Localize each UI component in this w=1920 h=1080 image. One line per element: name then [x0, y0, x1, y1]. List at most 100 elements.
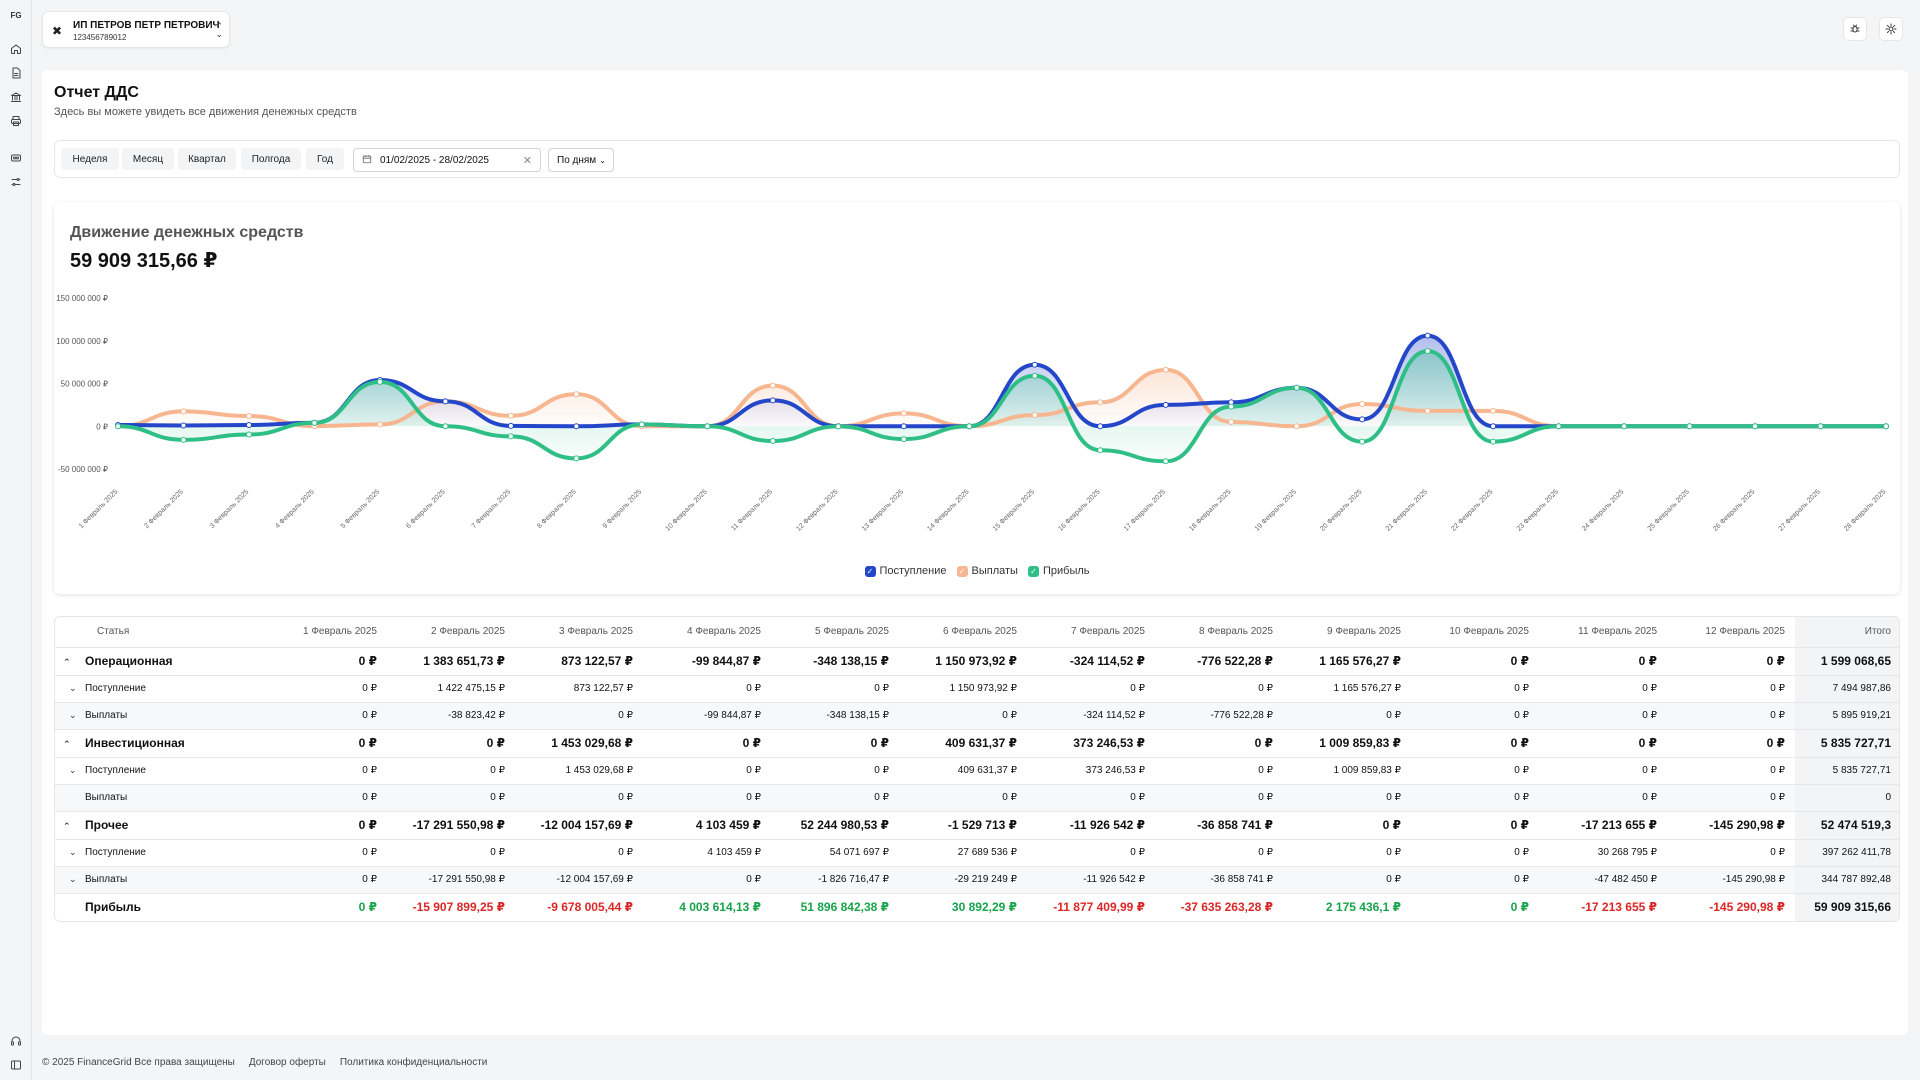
headset-icon[interactable] [9, 1034, 23, 1048]
data-point[interactable] [1293, 423, 1300, 430]
data-point[interactable] [1097, 399, 1104, 406]
table-group-row[interactable]: ⌃ Прочее 0 ₽ -17 291 550,98 ₽ -12 004 157,69… [55, 811, 1899, 840]
data-point[interactable] [245, 431, 252, 438]
home-icon[interactable] [9, 42, 23, 56]
data-point[interactable] [1359, 401, 1366, 408]
data-point[interactable] [507, 433, 514, 440]
data-point[interactable] [507, 412, 514, 419]
data-point[interactable] [115, 423, 121, 430]
table-row[interactable]: ⌄ Выплаты 0 ₽ -17 291 550,98 ₽ -12 004 157,6… [55, 866, 1899, 894]
data-point[interactable] [180, 436, 187, 443]
chevron-up-icon[interactable]: ⌃ [63, 657, 71, 667]
data-point[interactable] [1031, 412, 1038, 419]
period-quarter-button[interactable]: Квартал [178, 148, 236, 170]
data-point[interactable] [1490, 438, 1497, 445]
data-point[interactable] [900, 410, 907, 417]
data-point[interactable] [1293, 384, 1300, 391]
data-point[interactable] [1359, 416, 1366, 423]
data-point[interactable] [442, 423, 449, 430]
data-point[interactable] [1752, 423, 1759, 430]
data-point[interactable] [769, 382, 776, 389]
data-point[interactable] [835, 423, 842, 430]
data-point[interactable] [1097, 447, 1104, 454]
data-point[interactable] [1031, 372, 1038, 379]
sliders-icon[interactable] [9, 175, 23, 189]
bug-report-button[interactable] [1843, 17, 1867, 41]
data-point[interactable] [1490, 423, 1497, 430]
data-point[interactable] [1621, 423, 1628, 430]
date-range-picker[interactable]: 01/02/2025 - 28/02/2025 ✕ [353, 148, 541, 172]
bank-icon[interactable] [9, 90, 23, 104]
data-point[interactable] [376, 378, 383, 385]
chevron-down-icon[interactable]: ⌄ [69, 765, 77, 775]
data-point[interactable] [245, 422, 252, 429]
panel-toggle-icon[interactable] [9, 1058, 23, 1072]
data-point[interactable] [1162, 458, 1169, 465]
chevron-down-icon[interactable]: ⌄ [69, 710, 77, 720]
clear-icon[interactable]: ✕ [522, 154, 532, 167]
data-point[interactable] [966, 423, 973, 430]
data-point[interactable] [1097, 423, 1104, 430]
table-row[interactable]: ⌄ Поступление 0 ₽0 ₽1 453 029,68 ₽0 ₽0 ₽40… [55, 757, 1899, 785]
legend-item-profit[interactable]: ✓ Прибыль [1027, 565, 1090, 577]
data-point[interactable] [442, 398, 449, 405]
data-point[interactable] [573, 391, 580, 398]
privacy-link[interactable]: Политика конфиденциальности [339, 1057, 488, 1068]
legend-item-income[interactable]: ✓ Поступление [864, 565, 947, 577]
company-selector[interactable]: ✖ ИП ПЕТРОВ ПЕТР ПЕТРОВИЧ 123456789012 ⌃… [42, 11, 230, 48]
data-point[interactable] [1424, 332, 1431, 339]
data-point[interactable] [245, 412, 252, 419]
data-point[interactable] [638, 421, 645, 428]
data-point[interactable] [507, 422, 514, 429]
data-point[interactable] [1883, 423, 1889, 430]
data-point[interactable] [704, 423, 711, 430]
data-point[interactable] [1359, 438, 1366, 445]
data-point[interactable] [1424, 348, 1431, 355]
data-point[interactable] [1686, 423, 1693, 430]
data-point[interactable] [1162, 401, 1169, 408]
data-point[interactable] [311, 419, 318, 426]
chevron-down-icon[interactable]: ⌄ [69, 874, 77, 884]
grouping-select[interactable]: По дням ⌄ [548, 148, 614, 172]
data-point[interactable] [180, 408, 187, 415]
legend-label: Прибыль [1042, 565, 1090, 577]
table-row[interactable]: ⌄ Выплаты 0 ₽ -38 823,42 ₽0 ₽ -99 844,87 ₽ -3… [55, 702, 1899, 730]
data-point[interactable] [1228, 418, 1235, 425]
chevron-up-icon[interactable]: ⌃ [63, 739, 71, 749]
chevron-up-icon[interactable]: ⌃ [63, 821, 71, 831]
data-point[interactable] [1031, 361, 1038, 368]
data-point[interactable] [1162, 366, 1169, 373]
chevron-down-icon[interactable]: ⌄ [69, 683, 77, 693]
data-point[interactable] [769, 397, 776, 404]
legend-item-payments[interactable]: ✓ Выплаты [956, 565, 1018, 577]
data-point[interactable] [376, 421, 383, 428]
period-year-button[interactable]: Год [306, 148, 344, 170]
data-point[interactable] [1228, 403, 1235, 410]
table-group-row[interactable]: ⌃ Операционная 0 ₽1 383 651,73 ₽873 122,57… [55, 647, 1899, 676]
period-month-button[interactable]: Месяц [122, 148, 174, 170]
wallet-icon[interactable] [9, 151, 23, 165]
data-point[interactable] [900, 423, 907, 430]
data-point[interactable] [573, 455, 580, 462]
table-row[interactable]: ⌄ Поступление 0 ₽0 ₽0 ₽4 103 459 ₽54 071 6… [55, 839, 1899, 867]
table-group-row[interactable]: ⌃ Инвестиционная 0 ₽0 ₽1 453 029,68 ₽0 ₽0 … [55, 729, 1899, 758]
data-point[interactable] [180, 422, 187, 429]
offer-link[interactable]: Договор оферты [248, 1057, 326, 1068]
period-week-button[interactable]: Неделя [61, 148, 119, 170]
data-point[interactable] [1490, 407, 1497, 414]
period-halfyear-button[interactable]: Полгода [241, 148, 301, 170]
theme-toggle-button[interactable] [1879, 17, 1903, 41]
data-point[interactable] [900, 436, 907, 443]
footer: © 2025 FinanceGrid Все права защищены До… [42, 1057, 487, 1068]
data-point[interactable] [769, 437, 776, 444]
row-label: Поступление [85, 847, 146, 858]
table-row[interactable]: Выплаты 0 ₽0 ₽0 ₽0 ₽0 ₽0 ₽0 ₽0 ₽0 ₽0 ₽0 ₽… [55, 784, 1899, 812]
chevron-down-icon[interactable]: ⌄ [69, 847, 77, 857]
printer-icon[interactable] [9, 114, 23, 128]
data-point[interactable] [1424, 407, 1431, 414]
data-point[interactable] [573, 423, 580, 430]
data-point[interactable] [1817, 423, 1824, 430]
document-icon[interactable] [9, 66, 23, 80]
table-row[interactable]: ⌄ Поступление 0 ₽1 422 475,15 ₽873 122,57 … [55, 675, 1899, 703]
data-point[interactable] [1555, 423, 1562, 430]
